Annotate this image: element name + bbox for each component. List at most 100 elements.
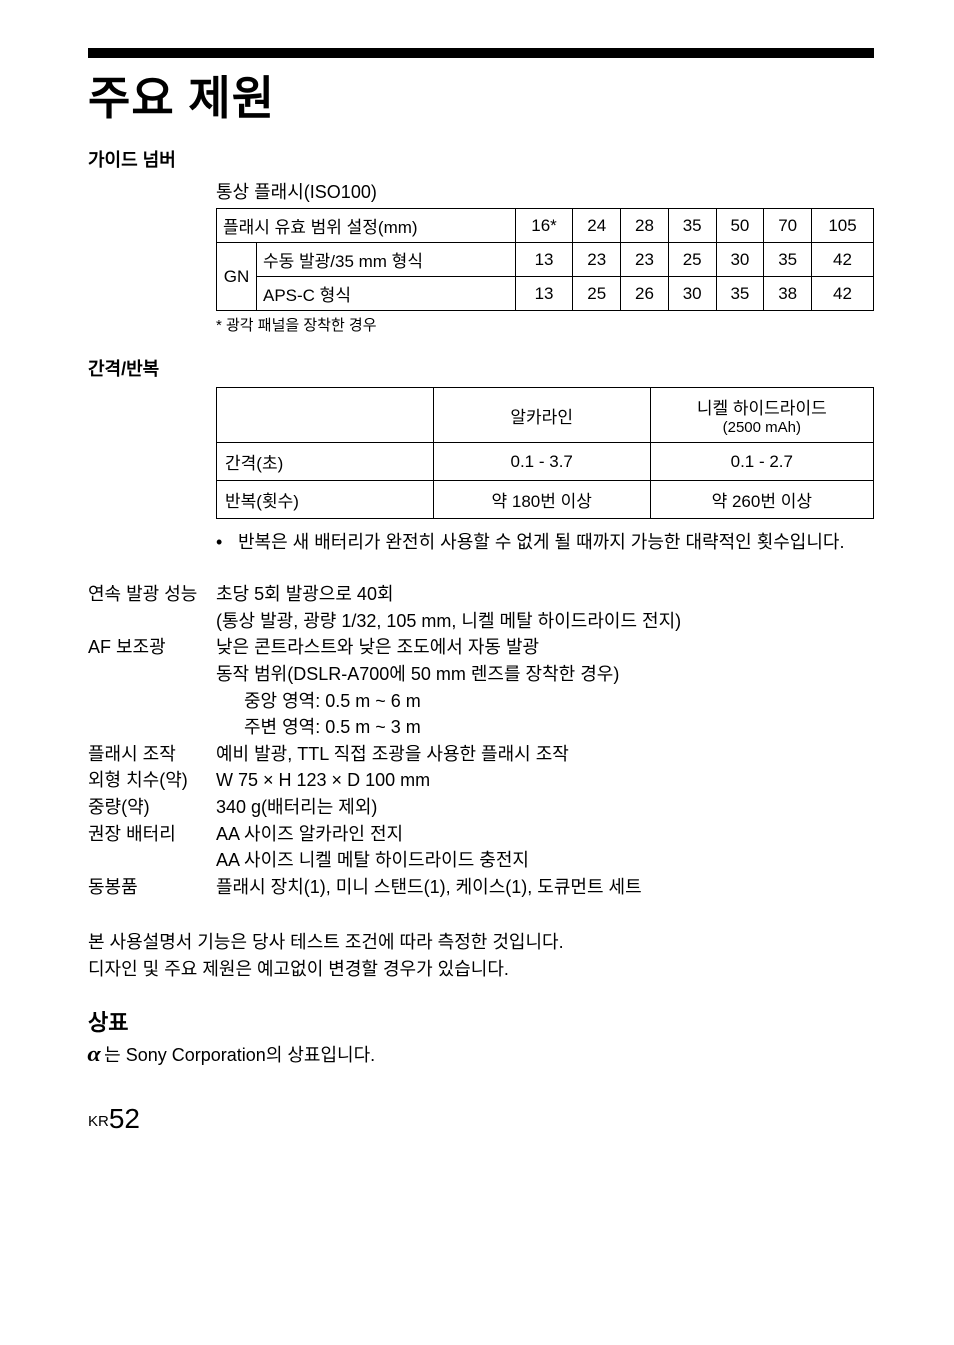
interval-heading: 간격/반복 (88, 355, 874, 381)
page-num-value: 52 (109, 1103, 140, 1134)
gn-cell: 30 (668, 277, 716, 311)
interval-note-text: 반복은 새 배터리가 완전히 사용할 수 없게 될 때까지 가능한 대략적인 횟… (238, 529, 845, 555)
interval-note: • 반복은 새 배터리가 완전히 사용할 수 없게 될 때까지 가능한 대략적인… (216, 529, 874, 555)
spec-line: AA 사이즈 알카라인 전지 (216, 821, 874, 848)
spec-line: 340 g(배터리는 제외) (216, 794, 874, 821)
gn-cell: 23 (621, 243, 669, 277)
disclaimer: 본 사용설명서 기능은 당사 테스트 조건에 따라 측정한 것입니다. 디자인 … (88, 929, 874, 983)
gn-heading: 가이드 넘버 (88, 146, 874, 172)
spec-value: W 75 × H 123 × D 100 mm (216, 767, 874, 794)
interval-row-label: 간격(초) (217, 443, 434, 481)
interval-cell: 약 180번 이상 (433, 481, 650, 519)
trademark-heading: 상표 (88, 1005, 874, 1037)
gn-col: 28 (621, 209, 669, 243)
gn-col: 16* (515, 209, 573, 243)
spec-row: AF 보조광 낮은 콘트라스트와 낮은 조도에서 자동 발광 동작 범위(DSL… (88, 634, 874, 741)
spec-line: 동작 범위(DSLR-A700에 50 mm 렌즈를 장착한 경우) (216, 661, 874, 688)
bullet-icon: • (216, 529, 238, 555)
spec-row: 중량(약) 340 g(배터리는 제외) (88, 794, 874, 821)
gn-cell: 42 (812, 277, 874, 311)
interval-col-empty (217, 388, 434, 443)
gn-col: 35 (668, 209, 716, 243)
alpha-logo-icon: α (87, 1041, 100, 1067)
gn-col: 24 (573, 209, 621, 243)
interval-header-row: 알카라인 니켈 하이드라이드 (2500 mAh) (217, 388, 874, 443)
spec-list: 연속 발광 성능 초당 5회 발광으로 40회 (통상 발광, 광량 1/32,… (88, 581, 874, 901)
section-interval: 간격/반복 알카라인 니켈 하이드라이드 (2500 mAh) 간격(초) 0.… (88, 355, 874, 555)
gn-cell: 13 (515, 243, 573, 277)
interval-cell: 0.1 - 3.7 (433, 443, 650, 481)
gn-cell: 42 (812, 243, 874, 277)
gn-row: GN 수동 발광/35 mm 형식 13 23 23 25 30 35 42 (217, 243, 874, 277)
spec-value: 초당 5회 발광으로 40회 (통상 발광, 광량 1/32, 105 mm, … (216, 581, 874, 634)
spec-label: AF 보조광 (88, 634, 216, 741)
gn-cell: 35 (764, 243, 812, 277)
gn-cell: 13 (515, 277, 573, 311)
main-title: 주요 제원 (88, 62, 874, 128)
spec-line: 플래시 장치(1), 미니 스탠드(1), 케이스(1), 도큐먼트 세트 (216, 874, 874, 901)
interval-col-header-main: 니켈 하이드라이드 (697, 399, 827, 418)
spec-row: 외형 치수(약) W 75 × H 123 × D 100 mm (88, 767, 874, 794)
gn-cell: 30 (716, 243, 764, 277)
gn-row: APS-C 형식 13 25 26 30 35 38 42 (217, 277, 874, 311)
spec-value: 340 g(배터리는 제외) (216, 794, 874, 821)
trademark-section: 상표 α 는 Sony Corporation의 상표입니다. (88, 1005, 874, 1067)
spec-line-indent: 주변 영역: 0.5 m ~ 3 m (216, 714, 874, 741)
spec-value: 낮은 콘트라스트와 낮은 조도에서 자동 발광 동작 범위(DSLR-A700에… (216, 634, 874, 741)
interval-col-header: 니켈 하이드라이드 (2500 mAh) (650, 388, 873, 443)
section-guide-number: 가이드 넘버 통상 플래시(ISO100) 플래시 유효 범위 설정(mm) 1… (88, 146, 874, 335)
gn-cell: 23 (573, 243, 621, 277)
spec-label: 플래시 조작 (88, 741, 216, 768)
gn-header-row: 플래시 유효 범위 설정(mm) 16* 24 28 35 50 70 105 (217, 209, 874, 243)
interval-row-label: 반복(횟수) (217, 481, 434, 519)
page-number: KR52 (88, 1103, 874, 1135)
disclaimer-line: 디자인 및 주요 제원은 예고없이 변경할 경우가 있습니다. (88, 956, 874, 983)
spec-line: W 75 × H 123 × D 100 mm (216, 767, 874, 794)
trademark-text: 는 Sony Corporation의 상표입니다. (104, 1041, 375, 1067)
trademark-line: α 는 Sony Corporation의 상표입니다. (88, 1041, 874, 1067)
gn-row-label: 수동 발광/35 mm 형식 (257, 243, 516, 277)
spec-line: 낮은 콘트라스트와 낮은 조도에서 자동 발광 (216, 634, 874, 661)
spec-label: 중량(약) (88, 794, 216, 821)
gn-col: 105 (812, 209, 874, 243)
interval-row: 반복(횟수) 약 180번 이상 약 260번 이상 (217, 481, 874, 519)
gn-col: 70 (764, 209, 812, 243)
gn-cell: 38 (764, 277, 812, 311)
interval-cell: 0.1 - 2.7 (650, 443, 873, 481)
spec-label: 권장 배터리 (88, 821, 216, 874)
interval-col-header-sub: (2500 mAh) (659, 419, 865, 436)
gn-cell: 26 (621, 277, 669, 311)
interval-row: 간격(초) 0.1 - 3.7 0.1 - 2.7 (217, 443, 874, 481)
gn-gn-label: GN (217, 243, 257, 311)
spec-line: AA 사이즈 니켈 메탈 하이드라이드 충전지 (216, 847, 874, 874)
spec-row: 플래시 조작 예비 발광, TTL 직접 조광을 사용한 플래시 조작 (88, 741, 874, 768)
spec-label: 연속 발광 성능 (88, 581, 216, 634)
spec-line-indent: 중앙 영역: 0.5 m ~ 6 m (216, 688, 874, 715)
gn-header-label: 플래시 유효 범위 설정(mm) (217, 209, 516, 243)
spec-line: 초당 5회 발광으로 40회 (216, 581, 874, 608)
title-rule (88, 48, 874, 58)
spec-label: 외형 치수(약) (88, 767, 216, 794)
spec-value: 플래시 장치(1), 미니 스탠드(1), 케이스(1), 도큐먼트 세트 (216, 874, 874, 901)
spec-row: 연속 발광 성능 초당 5회 발광으로 40회 (통상 발광, 광량 1/32,… (88, 581, 874, 634)
disclaimer-line: 본 사용설명서 기능은 당사 테스트 조건에 따라 측정한 것입니다. (88, 929, 874, 956)
spec-value: AA 사이즈 알카라인 전지 AA 사이즈 니켈 메탈 하이드라이드 충전지 (216, 821, 874, 874)
interval-col-header: 알카라인 (433, 388, 650, 443)
spec-row: 권장 배터리 AA 사이즈 알카라인 전지 AA 사이즈 니켈 메탈 하이드라이… (88, 821, 874, 874)
gn-col: 50 (716, 209, 764, 243)
spec-label: 동봉품 (88, 874, 216, 901)
gn-subhead: 통상 플래시(ISO100) (216, 178, 874, 204)
page-prefix: KR (88, 1113, 109, 1130)
interval-table: 알카라인 니켈 하이드라이드 (2500 mAh) 간격(초) 0.1 - 3.… (216, 387, 874, 519)
gn-row-label: APS-C 형식 (257, 277, 516, 311)
spec-value: 예비 발광, TTL 직접 조광을 사용한 플래시 조작 (216, 741, 874, 768)
spec-line: 예비 발광, TTL 직접 조광을 사용한 플래시 조작 (216, 741, 874, 768)
gn-table: 플래시 유효 범위 설정(mm) 16* 24 28 35 50 70 105 … (216, 208, 874, 311)
spec-line: (통상 발광, 광량 1/32, 105 mm, 니켈 메탈 하이드라이드 전지… (216, 608, 874, 635)
interval-cell: 약 260번 이상 (650, 481, 873, 519)
gn-footnote: * 광각 패널을 장착한 경우 (216, 314, 874, 335)
gn-cell: 25 (573, 277, 621, 311)
gn-cell: 35 (716, 277, 764, 311)
gn-cell: 25 (668, 243, 716, 277)
spec-row: 동봉품 플래시 장치(1), 미니 스탠드(1), 케이스(1), 도큐먼트 세… (88, 874, 874, 901)
